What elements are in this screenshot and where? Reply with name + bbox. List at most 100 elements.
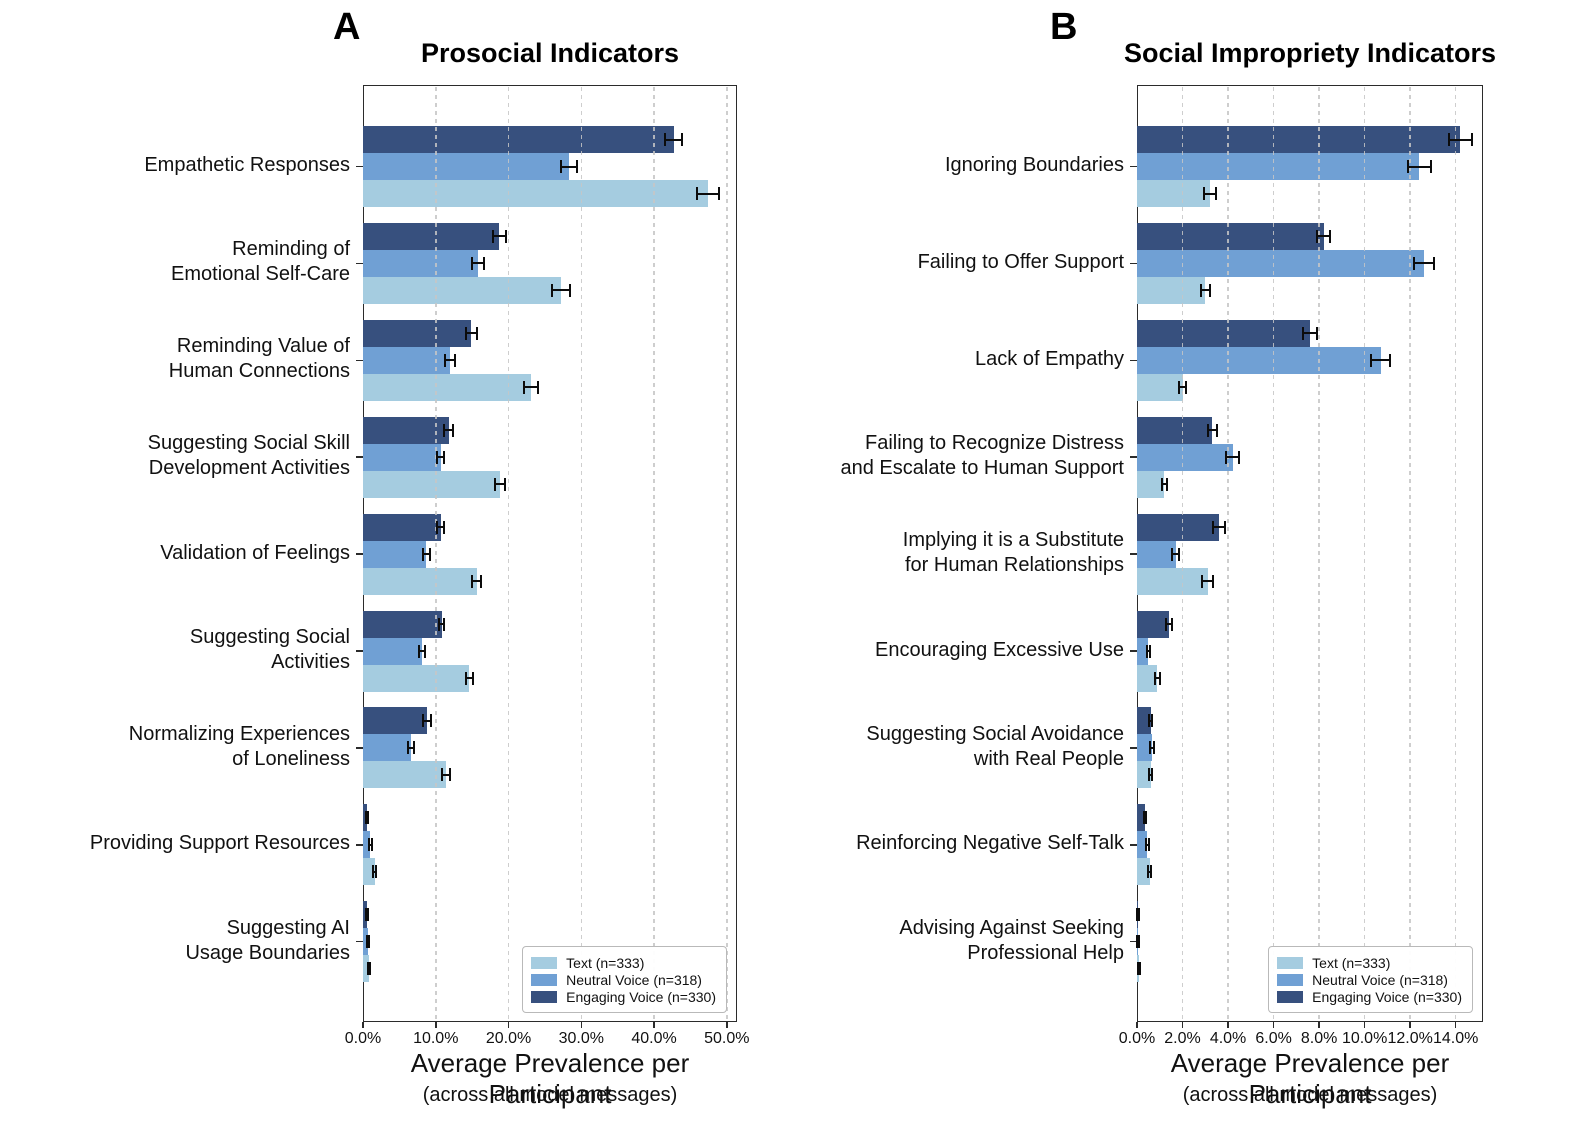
bar [363,416,449,444]
bar [1137,804,1145,832]
y-tick [356,940,363,943]
x-tick [1318,1022,1320,1028]
y-tick [1130,844,1137,846]
y-tick [1130,262,1137,265]
error-bar-cap [1147,768,1150,782]
category-label: Ignoring Boundaries [944,154,1124,176]
error-bar-cap [1137,935,1140,949]
bar [363,249,478,277]
legend-swatch-icon [531,973,558,986]
y-tick [356,262,363,265]
bar [1137,416,1213,444]
error-bar-cap [422,714,425,728]
error-bar [1166,623,1172,625]
bar [1137,610,1169,638]
error-bar-cap [421,547,424,561]
bar [1137,346,1381,374]
panel-b-xlabel: Average Prevalence per Participant [1170,1048,1450,1109]
gridline [1409,86,1411,1021]
gridline [653,86,655,1021]
error-bar-cap [1211,520,1214,534]
legend-swatch-icon [1277,956,1304,969]
gridline [1363,86,1366,1021]
y-tick [356,359,363,362]
y-tick [356,456,363,458]
error-bar-cap [367,811,370,825]
bar [363,761,446,789]
bar [1137,831,1148,859]
bar [363,222,500,250]
bar [1137,126,1461,153]
gridline [580,86,583,1021]
bar [363,443,441,471]
gridline [1227,86,1229,1021]
error-bar-cap [1145,644,1148,658]
error-bar-cap [1200,574,1203,588]
bar [363,346,451,374]
gridline [1272,86,1275,1021]
error-bar-cap [695,187,698,200]
error-bar [438,623,445,625]
error-bar [492,235,506,238]
error-bar-cap [1171,547,1174,561]
error-bar-cap [1203,187,1206,200]
bar [1137,373,1183,401]
y-tick [356,747,363,749]
category-label: Reinforcing Negative Self-Talk [856,832,1124,855]
error-bar [408,746,414,749]
error-bar-cap [1206,423,1209,437]
error-bar [1407,165,1431,168]
error-bar-cap [428,547,431,561]
error-bar-cap [1160,477,1163,491]
bar [363,637,422,665]
error-bar [472,580,481,583]
bar [1137,734,1152,762]
category-label: Advising Against Seeking Professional Hel… [899,916,1124,964]
error-bar [1201,580,1214,583]
bar [1137,276,1206,304]
legend-row: Neutral Voice (n=318) [531,971,716,988]
error-bar [465,332,478,335]
error-bar-cap [1146,865,1149,879]
panel-b-xlabel-sub: (across all model messages) [1182,1084,1438,1106]
legend: Text (n=333) Neutral Voice (n=318) Engagin… [1268,946,1473,1013]
error-bar [444,429,454,432]
error-bar [1148,719,1153,722]
error-bar [664,138,683,141]
error-bar-cap [1212,574,1215,588]
bar [363,707,428,735]
bar [1137,153,1420,180]
error-bar-cap [1166,477,1169,491]
x-tick [362,1022,364,1028]
y-tick [356,844,363,846]
category-label: Reminding Value of Human Connections [168,335,350,383]
panel-a-xlabel: Average Prevalence per Participant [410,1048,690,1109]
y-tick [1130,359,1137,362]
x-tick [1272,1022,1275,1028]
x-tick [653,1022,655,1028]
category-label: Suggesting Social Activities [189,626,350,673]
x-tick-label: 20.0% [485,1030,532,1047]
error-bar-cap [443,520,446,534]
bar [1137,470,1165,498]
x-tick-label: 10.0% [413,1030,459,1047]
x-tick-label: 6.0% [1255,1030,1292,1047]
bar [363,567,477,595]
error-bar [1138,967,1141,970]
error-bar-cap [1150,865,1153,879]
error-bar-cap [1329,229,1332,243]
category-label: Empathetic Responses [144,154,350,176]
error-bar-cap [493,477,496,491]
x-tick [580,1022,583,1028]
error-bar-cap [575,160,578,173]
x-tick [726,1022,728,1028]
legend-label: Neutral Voice (n=318) [566,971,702,988]
error-bar [1146,650,1150,652]
error-bar [419,650,425,652]
error-bar [423,719,431,722]
x-tick [435,1022,437,1028]
x-tick-label: 2.0% [1164,1030,1201,1047]
category-label: Suggesting AI Usage Boundaries [185,916,350,964]
y-tick [1130,553,1137,555]
bar [363,804,368,832]
